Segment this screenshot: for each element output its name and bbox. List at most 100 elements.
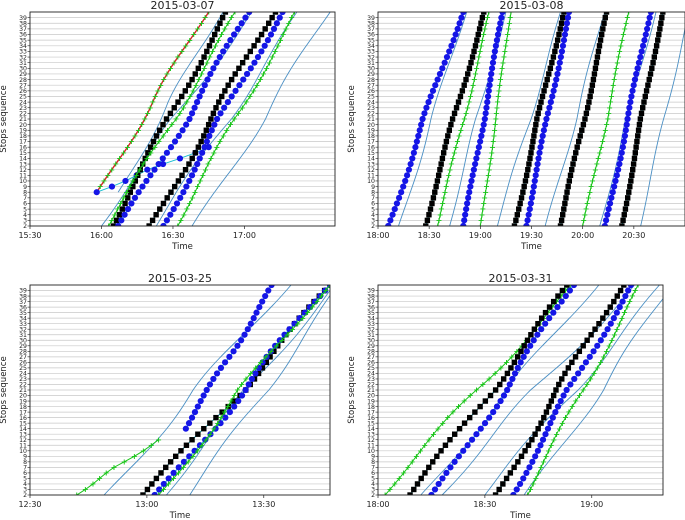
- blue-stop-point: [124, 206, 132, 213]
- x-tick-label: 18:00: [366, 500, 389, 509]
- y-tick-label: 28: [19, 349, 27, 356]
- blue-stop-point: [474, 149, 481, 156]
- green-stop-point: +: [445, 171, 452, 180]
- black-stop-point: [565, 365, 572, 371]
- green-stop-point: +: [437, 210, 444, 219]
- green-stop-point: +: [279, 336, 286, 345]
- black-stop-point: [635, 133, 641, 139]
- black-stop-point: [457, 93, 464, 100]
- green-stop-point: +: [490, 137, 497, 146]
- black-stop-point: [560, 212, 566, 218]
- green-stop-point: +: [171, 58, 178, 67]
- y-tick-label: 36: [19, 304, 27, 311]
- black-stop-point: [627, 183, 633, 190]
- black-stop-point: [529, 437, 535, 443]
- green-stop-point: +: [266, 58, 273, 67]
- green-stop-point: +: [480, 30, 487, 39]
- trip-line: [76, 439, 159, 495]
- blue-stop-point: [407, 160, 414, 168]
- x-tick-label: 15:30: [18, 231, 41, 240]
- blue-stop-point: [191, 104, 198, 111]
- y-tick-label: 15: [367, 150, 375, 157]
- black-stop-point: [557, 26, 563, 32]
- blue-stop-point: [273, 20, 280, 27]
- blue-stop-point: [539, 436, 547, 443]
- blue-stop-point: [250, 315, 257, 322]
- green-stop-point: +: [589, 177, 596, 186]
- blue-stop-point: [460, 222, 467, 226]
- blue-stop-point: [208, 127, 215, 134]
- green-stop-point: +: [500, 58, 507, 67]
- green-stop-point: +: [105, 222, 112, 231]
- black-stop-point: [418, 475, 424, 482]
- blue-stop-point: [427, 93, 434, 100]
- blue-stop-point: [546, 104, 553, 111]
- black-stop-point: [525, 442, 532, 448]
- blue-stop-point: [201, 82, 208, 89]
- blue-stop-point: [480, 121, 487, 128]
- black-stop-point: [438, 161, 444, 167]
- y-tick-label: 37: [19, 299, 27, 306]
- black-stop-point: [255, 37, 261, 43]
- black-stop-point: [622, 206, 629, 212]
- green-stop-point: +: [440, 193, 447, 202]
- black-stop-point: [558, 20, 565, 26]
- green-stop-point: +: [205, 8, 212, 17]
- blue-stop-point: [176, 155, 184, 162]
- green-stop-point: +: [620, 30, 627, 39]
- y-tick-label: 3: [23, 218, 27, 225]
- black-stop-point: [232, 71, 238, 77]
- black-stop-point: [407, 492, 413, 495]
- black-stop-point: [532, 127, 538, 133]
- green-stop-point: +: [588, 182, 595, 191]
- green-stop-point: +: [221, 24, 228, 33]
- blue-stop-point: [272, 342, 279, 349]
- black-stop-point: [247, 48, 253, 55]
- green-stop-point: +: [194, 182, 201, 191]
- green-stop-point: +: [603, 120, 610, 129]
- blue-stop-point: [147, 172, 154, 179]
- black-stop-point: [192, 150, 199, 156]
- blue-stop-point: [486, 82, 493, 89]
- green-stop-point: +: [121, 457, 128, 466]
- y-tick-label: 20: [19, 122, 27, 129]
- y-tick-label: 19: [19, 127, 27, 134]
- blue-stop-point: [268, 285, 275, 289]
- black-stop-point: [465, 71, 471, 77]
- blue-stop-point: [481, 420, 489, 427]
- blue-stop-point: [497, 397, 504, 405]
- black-stop-point: [535, 110, 541, 117]
- blue-stop-point: [247, 320, 254, 327]
- blue-stop-point: [570, 285, 578, 289]
- green-stop-point: +: [277, 36, 284, 45]
- green-stop-point: +: [584, 380, 591, 389]
- blue-stop-point: [582, 359, 590, 366]
- blue-stop-point: [602, 217, 610, 224]
- black-stop-point: [569, 166, 575, 173]
- black-stop-point: [535, 320, 541, 327]
- green-stop-point: +: [482, 188, 489, 197]
- black-stop-point: [588, 88, 594, 94]
- green-stop-point: +: [280, 30, 287, 39]
- blue-stop-point: [163, 149, 171, 156]
- trip-line: [582, 12, 630, 226]
- blue-stop-point: [410, 149, 417, 156]
- blue-stop-point: [108, 183, 116, 190]
- blue-stop-point: [564, 14, 572, 21]
- black-stop-point: [556, 31, 562, 38]
- y-tick-label: 27: [367, 354, 375, 361]
- blue-stop-point: [630, 82, 637, 89]
- blue-stop-point: [210, 65, 217, 72]
- green-stop-point: +: [463, 109, 470, 118]
- schedule-envelope-line: [191, 12, 331, 226]
- blue-stop-point: [143, 177, 150, 185]
- green-stop-point: +: [454, 137, 461, 146]
- green-stop-point: +: [496, 86, 503, 95]
- black-stop-point: [620, 217, 626, 224]
- black-stop-point: [628, 178, 634, 184]
- blue-stop-point: [554, 304, 561, 311]
- black-stop-point: [658, 20, 664, 26]
- blue-stop-point: [590, 348, 597, 355]
- black-stop-point: [262, 26, 268, 32]
- green-stop-point: +: [182, 41, 189, 50]
